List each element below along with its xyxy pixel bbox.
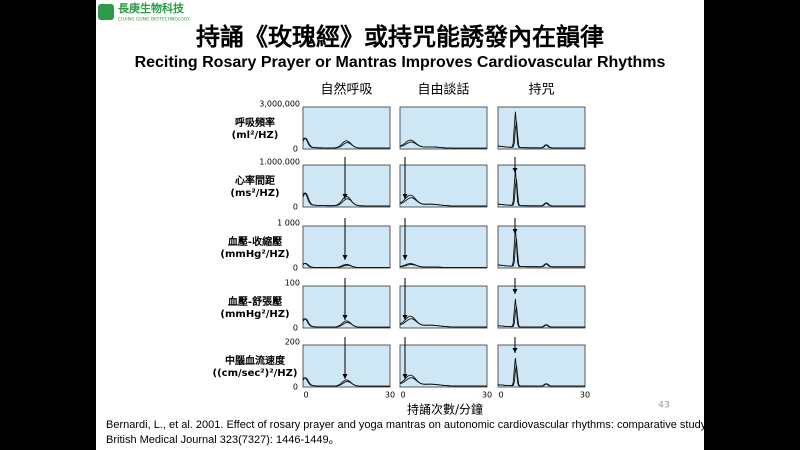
logo-sub: CHANG GUNG BIOTECHNOLOGY bbox=[118, 17, 190, 23]
arrow-head bbox=[512, 168, 518, 173]
citation-line: Bernardi, L., et al. 2001. Effect of ros… bbox=[106, 419, 708, 431]
y-zero-label: 0 bbox=[293, 324, 298, 333]
arrow-head bbox=[512, 289, 518, 294]
panel bbox=[302, 106, 391, 150]
arrow-head bbox=[342, 374, 348, 379]
y-top-label: 100 bbox=[285, 279, 300, 288]
spectrum-curve bbox=[302, 377, 390, 387]
arrow-head bbox=[512, 229, 518, 234]
title: 持誦《玫瑰經》或持咒能誘發內在韻律 bbox=[196, 23, 604, 51]
column-header: 持咒 bbox=[528, 83, 554, 98]
spectrum-curve bbox=[497, 365, 585, 387]
arrow-head bbox=[402, 315, 408, 320]
row-unit: (ms²/HZ) bbox=[230, 188, 279, 199]
row-unit: (mmHg²/HZ) bbox=[220, 309, 289, 320]
y-top-label: 200 bbox=[285, 338, 300, 347]
x-tick-label: 30 bbox=[482, 391, 492, 400]
arrow-head bbox=[342, 315, 348, 320]
logo-name: 長庚生物科技 bbox=[118, 1, 185, 15]
y-zero-label: 0 bbox=[293, 264, 298, 273]
row-label: 心率間距 bbox=[235, 174, 275, 187]
panel bbox=[399, 225, 488, 269]
spectrum-curve bbox=[497, 238, 585, 268]
panel bbox=[399, 344, 488, 388]
panel bbox=[497, 106, 586, 150]
panel bbox=[497, 344, 586, 388]
row-label: 血壓-舒張壓 bbox=[228, 295, 282, 308]
spectrum-curve bbox=[399, 264, 487, 269]
x-tick-label: 30 bbox=[580, 391, 590, 400]
row-unit: (ml²/HZ) bbox=[232, 130, 279, 141]
page-number: 43 bbox=[658, 401, 669, 411]
panel bbox=[302, 164, 391, 208]
spectrum-curve bbox=[497, 121, 585, 149]
subtitle: Reciting Rosary Prayer or Mantras Improv… bbox=[135, 54, 666, 71]
arrow-head bbox=[342, 194, 348, 199]
panel bbox=[497, 285, 586, 329]
y-zero-label: 0 bbox=[293, 145, 298, 154]
spectrum-curve bbox=[497, 179, 585, 207]
panel bbox=[497, 225, 586, 269]
panel bbox=[399, 164, 488, 208]
spectrum-curve bbox=[399, 377, 487, 387]
panel bbox=[497, 164, 586, 208]
y-zero-label: 0 bbox=[293, 383, 298, 392]
arrow-head bbox=[402, 374, 408, 379]
row-unit: ((cm/sec²)²/HZ) bbox=[213, 368, 298, 379]
x-tick-label: 0 bbox=[303, 391, 308, 400]
column-header: 自由談話 bbox=[417, 82, 469, 98]
spectrum-curve bbox=[399, 141, 487, 149]
spectrum-curve bbox=[399, 197, 487, 207]
y-zero-label: 0 bbox=[293, 203, 298, 212]
x-axis-label: 持誦次數/分鐘 bbox=[407, 402, 483, 417]
spectrum-curve bbox=[399, 318, 487, 328]
y-top-label: 1.000.000 bbox=[259, 158, 300, 167]
row-unit: (mmHg²/HZ) bbox=[220, 249, 289, 260]
spectrum-curve bbox=[302, 262, 390, 269]
row-label: 中腦血流速度 bbox=[225, 354, 286, 367]
arrow-head bbox=[342, 255, 348, 260]
panel bbox=[302, 285, 391, 329]
arrow-head bbox=[512, 348, 518, 353]
row-label: 血壓-收縮壓 bbox=[228, 235, 282, 248]
panel bbox=[399, 285, 488, 329]
citation-line: British Medical Journal 323(7327): 1446-… bbox=[106, 434, 340, 446]
spectrum-curve bbox=[302, 192, 390, 207]
column-header: 自然呼吸 bbox=[320, 82, 372, 98]
spectrum-curve bbox=[302, 318, 390, 328]
x-tick-label: 30 bbox=[385, 391, 395, 400]
x-tick-label: 0 bbox=[498, 391, 503, 400]
x-tick-label: 0 bbox=[400, 391, 405, 400]
spectrum-curve bbox=[497, 306, 585, 328]
logo-icon bbox=[98, 4, 114, 20]
arrow-head bbox=[402, 255, 408, 260]
arrow-head bbox=[402, 194, 408, 199]
row-label: 呼吸頻率 bbox=[235, 116, 275, 129]
y-top-label: 3,000,000 bbox=[259, 100, 300, 109]
panel bbox=[302, 344, 391, 388]
spectrum-curve bbox=[302, 137, 390, 149]
y-top-label: 1 000 bbox=[277, 219, 300, 228]
panel bbox=[302, 225, 391, 269]
